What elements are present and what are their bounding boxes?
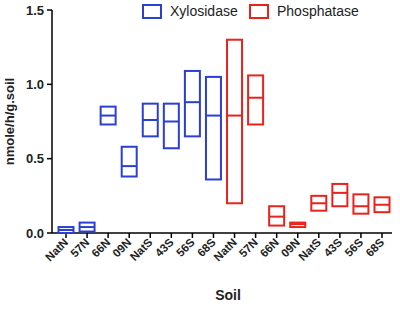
x-tick xyxy=(192,233,194,238)
median-line xyxy=(206,115,221,117)
range-box xyxy=(59,227,74,233)
median-line xyxy=(332,192,347,194)
range-box xyxy=(269,206,284,225)
median-line xyxy=(185,101,200,103)
range-box xyxy=(332,184,347,206)
median-line xyxy=(122,165,137,167)
median-line xyxy=(269,216,284,218)
range-box xyxy=(80,223,95,232)
y-axis-title: nmole/h/g.soil xyxy=(2,78,17,165)
x-tick xyxy=(213,233,215,238)
legend-swatch xyxy=(250,5,268,18)
x-tick xyxy=(171,233,173,238)
x-tick xyxy=(234,233,236,238)
x-tick xyxy=(297,233,299,238)
chart: 0.00.51.01.5NatN57N66N09NNatS43S56S68SNa… xyxy=(0,0,400,310)
x-tick xyxy=(339,233,341,238)
x-axis-title: Soil xyxy=(215,287,241,303)
median-line xyxy=(227,115,242,117)
range-box xyxy=(101,107,116,125)
median-line xyxy=(101,115,116,117)
y-tick xyxy=(47,158,52,160)
x-tick-label: 68S xyxy=(363,236,386,259)
x-tick-label: 43S xyxy=(321,236,344,259)
x-tick-label: NatN xyxy=(43,236,70,263)
y-tick xyxy=(47,9,52,11)
range-box xyxy=(122,147,137,177)
x-tick xyxy=(150,233,152,238)
legend-label: Xylosidase xyxy=(170,3,238,19)
median-line xyxy=(290,223,305,225)
x-tick xyxy=(86,233,88,238)
x-tick-label: 56S xyxy=(342,236,365,259)
median-line xyxy=(143,119,158,121)
y-tick xyxy=(47,84,52,86)
range-box xyxy=(185,71,200,136)
x-tick xyxy=(276,233,278,238)
x-tick-label: 66N xyxy=(258,236,281,259)
range-box xyxy=(164,104,179,149)
y-tick-label: 0.5 xyxy=(26,151,44,166)
y-tick-label: 1.5 xyxy=(26,3,44,18)
x-tick-label: 57N xyxy=(68,236,91,259)
x-tick-label: 57N xyxy=(237,236,260,259)
x-tick-label: NatS xyxy=(296,236,323,263)
range-box xyxy=(353,194,368,213)
x-axis-line xyxy=(52,232,392,234)
range-box xyxy=(206,77,221,180)
range-box xyxy=(375,197,390,212)
range-box xyxy=(248,75,263,124)
x-tick-label: 56S xyxy=(174,236,197,259)
range-box xyxy=(311,196,326,211)
median-line xyxy=(59,229,74,231)
x-tick-label: NatN xyxy=(211,236,238,263)
median-line xyxy=(311,202,326,204)
median-line xyxy=(80,226,95,228)
legend-swatch xyxy=(143,5,161,18)
x-tick-label: 43S xyxy=(153,236,176,259)
y-tick-label: 0.0 xyxy=(26,226,44,241)
range-box xyxy=(227,40,242,204)
median-line xyxy=(375,204,390,206)
y-axis-line xyxy=(51,10,53,233)
x-tick xyxy=(318,233,320,238)
range-box xyxy=(143,104,158,137)
x-tick-label: NatS xyxy=(128,236,155,263)
legend-label: Phosphatase xyxy=(277,3,359,19)
median-line xyxy=(164,121,179,123)
x-tick xyxy=(360,233,362,238)
x-tick-label: 66N xyxy=(89,236,112,259)
x-tick xyxy=(128,233,130,238)
range-box xyxy=(290,223,305,227)
plot-marks xyxy=(59,40,390,233)
y-tick xyxy=(47,232,52,234)
median-line xyxy=(248,97,263,99)
x-tick xyxy=(381,233,383,238)
y-tick-label: 1.0 xyxy=(26,77,44,92)
median-line xyxy=(353,205,368,207)
x-tick xyxy=(107,233,109,238)
x-tick xyxy=(255,233,257,238)
